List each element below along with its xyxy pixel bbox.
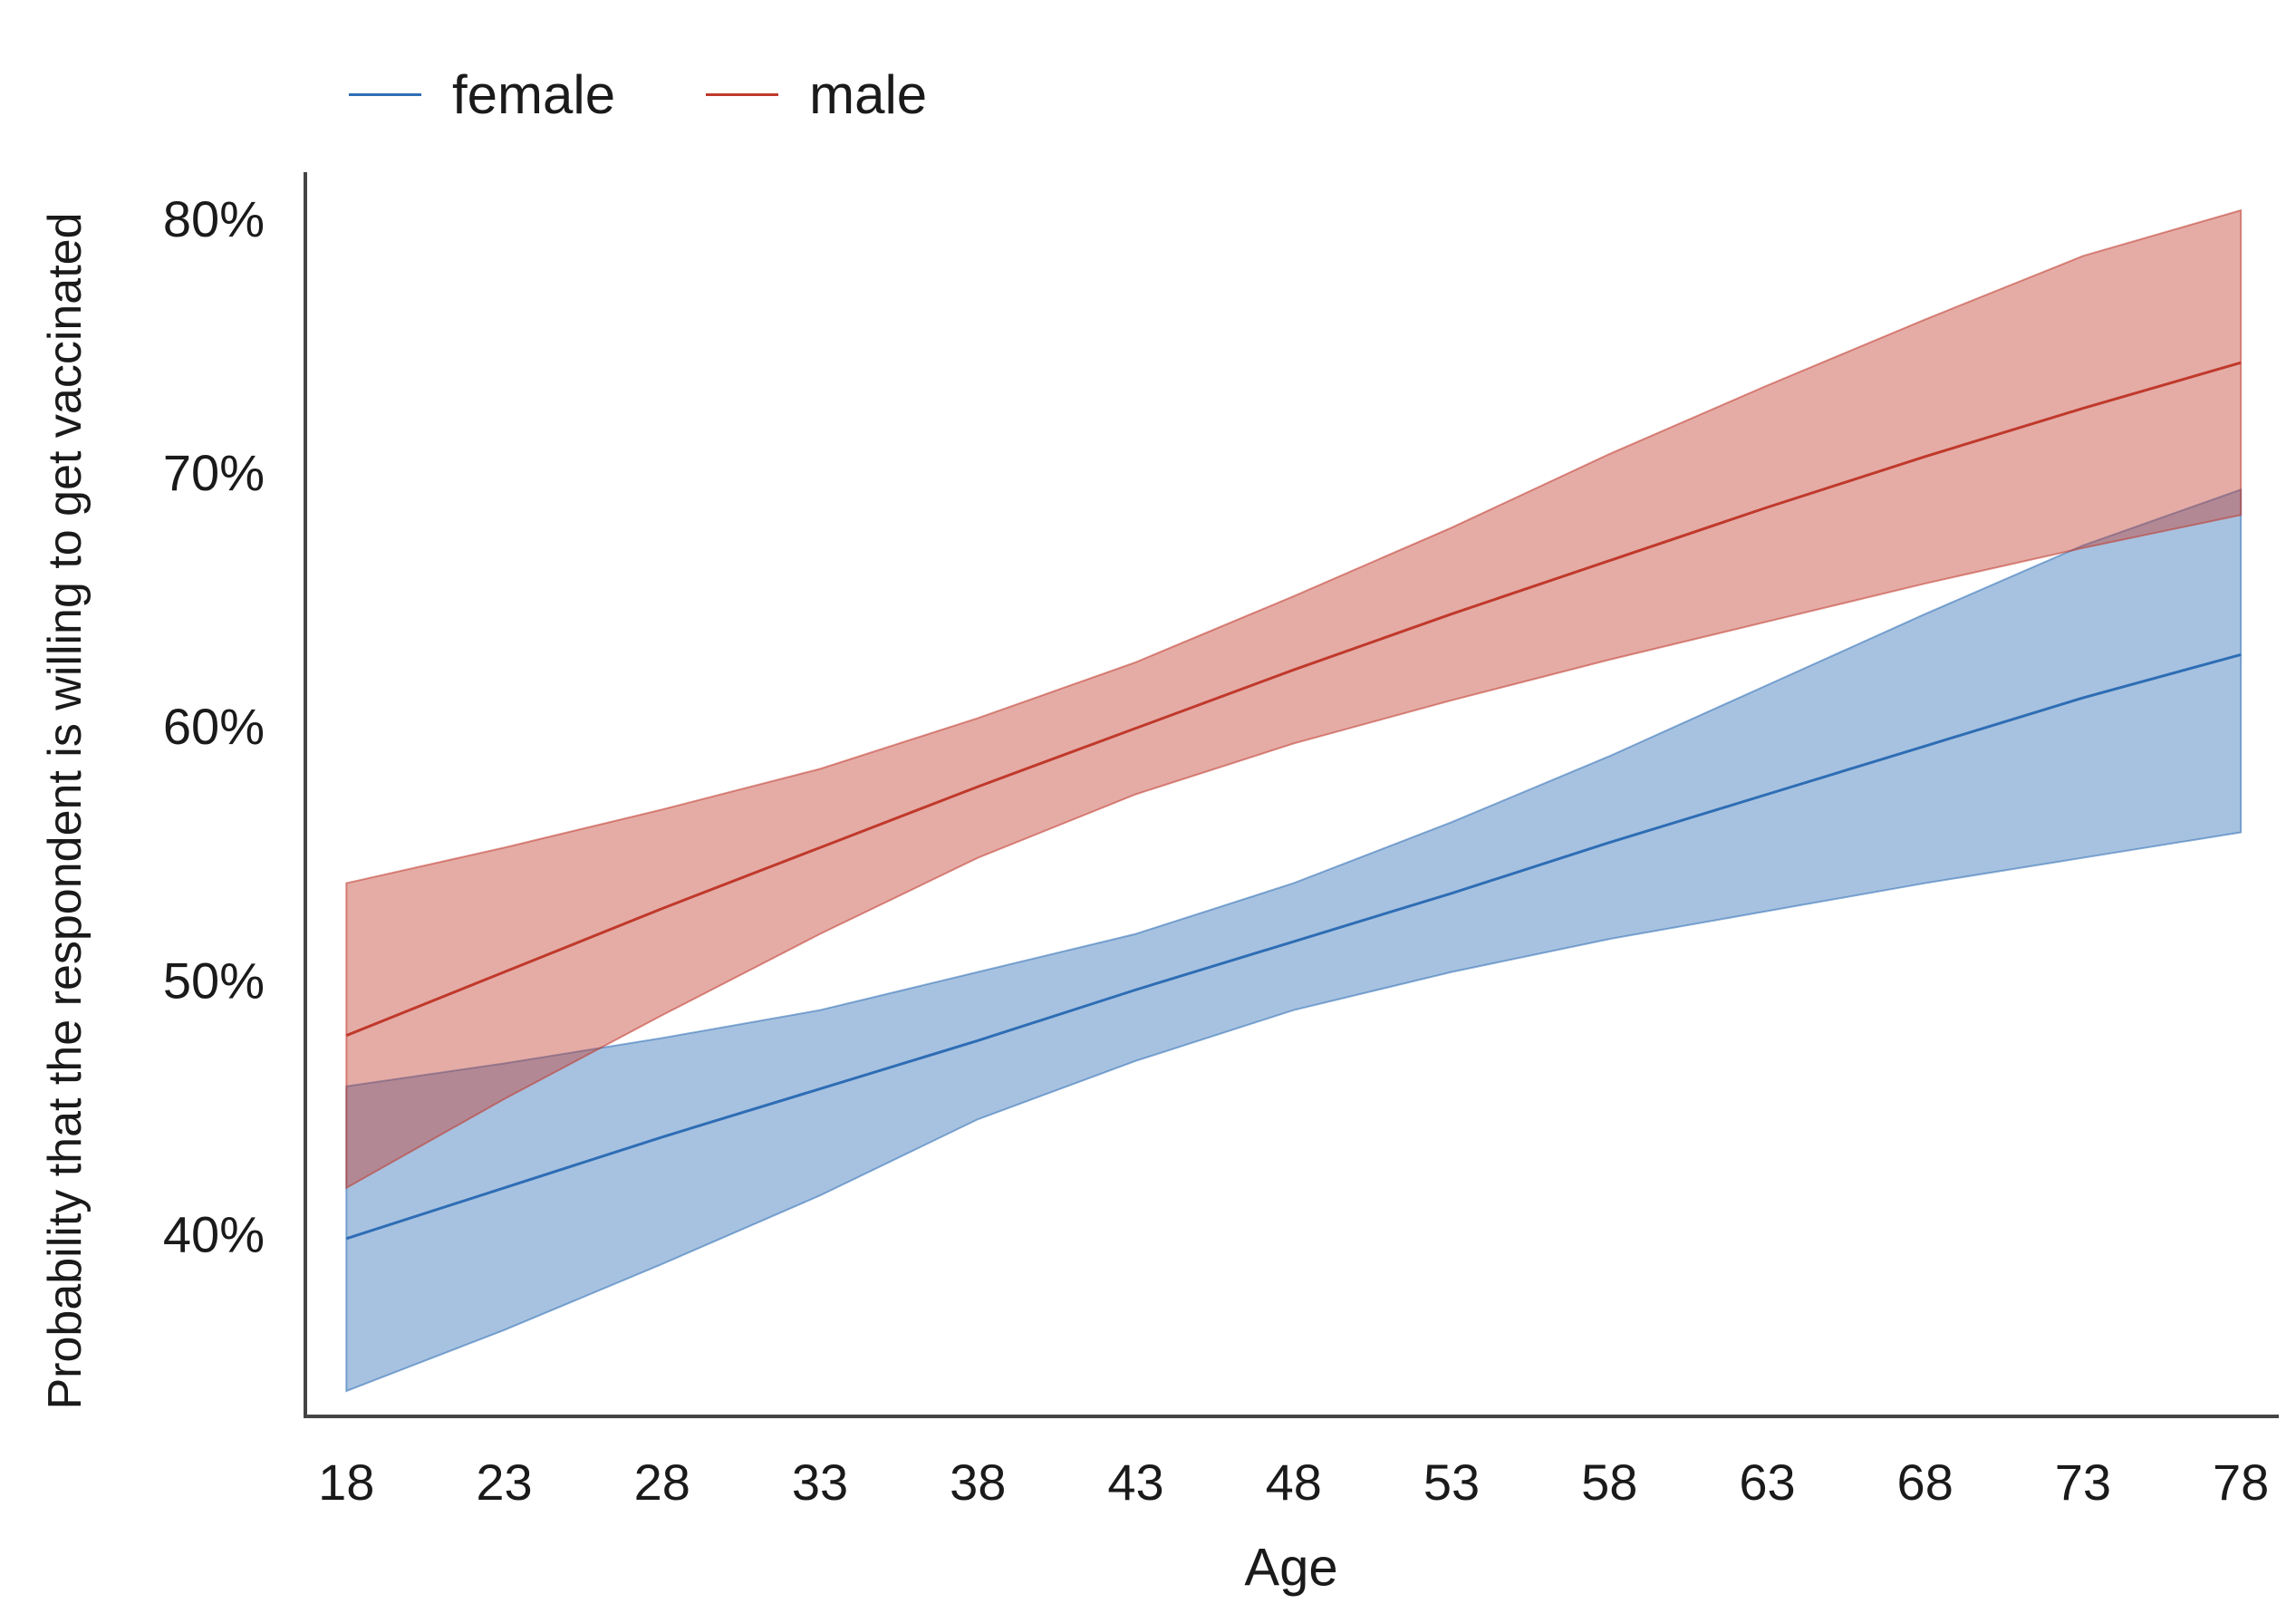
legend-label-female: female: [452, 64, 616, 125]
y-tick-label: 60%: [163, 698, 265, 755]
legend-item-male: male: [706, 63, 927, 126]
x-tick-label: 73: [2055, 1454, 2111, 1511]
x-tick-label: 78: [2213, 1454, 2269, 1511]
y-tick-labels: 40% 50% 60% 70% 80%: [163, 190, 265, 1263]
series-line-male: [345, 361, 2242, 1038]
x-tick-labels: 18 23 28 33 38 43 48 53 58 63 68 73 78: [318, 1454, 2269, 1511]
x-tick-label: 63: [1739, 1454, 1795, 1511]
confidence-bands: [345, 208, 2243, 1393]
y-tick-label: 40%: [163, 1206, 265, 1263]
y-tick-label: 50%: [163, 952, 265, 1009]
x-tick-label: 23: [476, 1454, 532, 1511]
x-tick-label: 28: [634, 1454, 690, 1511]
legend: female male: [349, 63, 1018, 126]
x-tick-label: 18: [318, 1454, 374, 1511]
legend-swatch-male: [706, 93, 779, 96]
legend-item-female: female: [349, 63, 615, 126]
series-line-female: [345, 652, 2242, 1241]
legend-label-male: male: [809, 64, 928, 125]
x-tick-label: 38: [950, 1454, 1006, 1511]
y-tick-label: 70%: [163, 444, 265, 501]
x-tick-label: 48: [1266, 1454, 1322, 1511]
x-tick-label: 68: [1897, 1454, 1954, 1511]
x-axis-label: Age: [1244, 1538, 1338, 1598]
y-tick-label: 80%: [163, 190, 265, 247]
x-tick-label: 53: [1423, 1454, 1480, 1511]
confidence-band-male: [345, 208, 2243, 1190]
legend-swatch-female: [349, 93, 421, 96]
x-tick-label: 43: [1107, 1454, 1163, 1511]
x-tick-label: 58: [1581, 1454, 1637, 1511]
x-tick-label: 33: [792, 1454, 848, 1511]
series-lines: [345, 361, 2242, 1241]
